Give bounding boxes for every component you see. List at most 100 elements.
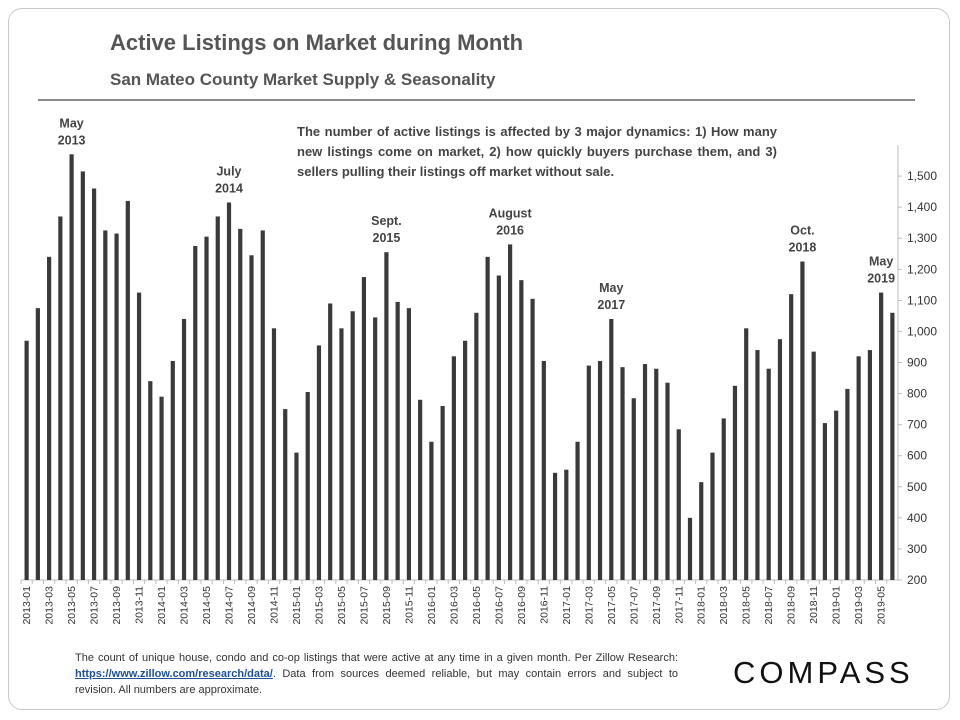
bar: [732, 385, 738, 580]
peak-annotation: May: [869, 255, 893, 269]
bar: [125, 200, 130, 580]
footnote-text-before: The count of unique house, condo and co-…: [75, 652, 678, 664]
bar: [687, 517, 693, 580]
y-tick-label: 1,500: [907, 169, 937, 183]
x-tick-label: 2017-03: [583, 586, 595, 625]
bar: [699, 482, 704, 580]
x-tick-label: 2018-09: [786, 586, 798, 625]
bar: [834, 410, 839, 580]
peak-annotation: Oct.: [790, 224, 814, 238]
bar: [597, 360, 603, 580]
bar: [80, 171, 85, 581]
bar: [339, 328, 344, 580]
y-tick-label: 1,000: [907, 324, 937, 338]
bar: [463, 340, 468, 580]
x-tick-label: 2017-09: [651, 586, 663, 625]
chart-title: Active Listings on Market during Month: [110, 30, 524, 55]
x-tick-label: 2019-05: [876, 586, 888, 625]
x-tick-label: 2013-05: [66, 586, 78, 625]
x-tick-label: 2019-01: [831, 586, 843, 625]
x-tick-label: 2018-11: [808, 586, 820, 624]
peak-annotation: May: [59, 116, 83, 130]
bar: [91, 188, 97, 580]
bar: [541, 360, 546, 580]
bar: [755, 350, 760, 580]
bar: [384, 252, 389, 581]
bar: [440, 406, 445, 580]
x-tick-label: 2016-05: [471, 586, 483, 625]
bar: [496, 275, 501, 580]
bar: [136, 292, 142, 580]
bar: [24, 340, 29, 580]
x-tick-label: 2016-09: [516, 586, 528, 625]
bar: [35, 308, 40, 580]
bar: [451, 356, 456, 580]
bar: [789, 294, 794, 580]
bar: [676, 429, 681, 580]
x-tick-label: 2014-07: [224, 586, 236, 625]
bar: [193, 245, 198, 580]
bar: [215, 216, 220, 580]
bar: [429, 441, 434, 580]
x-tick-label: 2017-05: [606, 586, 618, 625]
y-tick-label: 1,100: [907, 293, 937, 307]
zillow-data-link[interactable]: https://www.zillow.com/research/data/: [75, 668, 273, 680]
peak-annotation: 2014: [215, 181, 243, 195]
peak-annotation: August: [489, 206, 533, 220]
bar: [710, 452, 715, 580]
callout-text: The number of active listings is affecte…: [293, 120, 781, 184]
peak-annotation: 2017: [597, 298, 625, 312]
slide-frame: [8, 8, 950, 710]
bar: [552, 472, 558, 580]
x-tick-label: 2018-03: [718, 586, 730, 625]
x-tick-label: 2018-07: [763, 586, 775, 625]
x-tick-label: 2015-09: [381, 586, 393, 625]
bar: [406, 308, 412, 580]
bar: [890, 312, 895, 580]
y-tick-label: 1,300: [907, 231, 937, 245]
x-tick-label: 2017-11: [673, 586, 685, 624]
y-tick-label: 400: [907, 511, 927, 525]
peak-annotation: 2015: [373, 231, 401, 245]
bar: [316, 345, 322, 580]
bar: [181, 319, 187, 580]
x-tick-label: 2015-01: [291, 586, 303, 625]
x-tick-label: 2013-11: [134, 586, 146, 624]
source-footnote: The count of unique house, condo and co-…: [75, 650, 678, 698]
bar: [564, 469, 569, 580]
y-tick-label: 200: [907, 573, 927, 587]
bar: [170, 360, 175, 580]
bar: [575, 441, 580, 580]
bar: [845, 388, 850, 580]
compass-logo: COMPASS: [733, 655, 914, 690]
bar: [328, 303, 333, 580]
x-tick-label: 2014-01: [156, 586, 168, 625]
y-tick-label: 600: [907, 449, 927, 463]
x-tick-label: 2014-03: [179, 586, 191, 625]
peak-annotation: 2019: [867, 272, 895, 286]
x-tick-label: 2014-11: [268, 586, 280, 624]
peak-annotation: May: [599, 281, 623, 295]
y-tick-label: 800: [907, 387, 927, 401]
bar: [58, 216, 63, 580]
bar: [811, 351, 816, 580]
bar: [418, 399, 423, 580]
bar: [103, 230, 108, 581]
title-divider: [38, 99, 915, 101]
bar: [271, 328, 277, 580]
bar: [879, 292, 884, 580]
y-tick-label: 300: [907, 542, 927, 556]
y-tick-label: 700: [907, 418, 927, 432]
peak-annotation: 2018: [789, 241, 817, 255]
bar: [361, 277, 367, 580]
bar: [800, 261, 805, 580]
x-tick-label: 2013-03: [44, 586, 56, 625]
bar: [238, 228, 243, 580]
bar: [721, 418, 726, 580]
bar: [507, 244, 513, 580]
x-tick-label: 2018-05: [741, 586, 753, 625]
x-tick-label: 2014-05: [201, 586, 213, 625]
x-tick-label: 2016-03: [448, 586, 460, 625]
bar: [294, 452, 299, 580]
peak-annotation: 2013: [58, 133, 86, 147]
